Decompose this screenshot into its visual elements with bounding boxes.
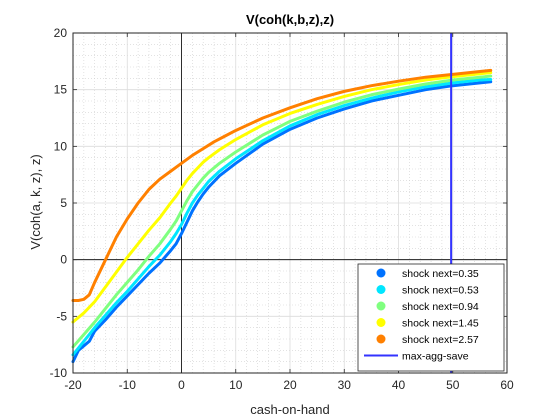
legend-marker-5	[376, 334, 386, 344]
x-tick-label: 30	[338, 378, 352, 392]
legend-label-3: shock next=0.94	[402, 301, 479, 313]
legend-box	[357, 263, 505, 372]
series-line-3	[71, 74, 493, 349]
x-tick-label: 40	[392, 378, 406, 392]
legend-label-max-agg-save: max-agg-save	[402, 351, 469, 363]
legend-label-2: shock next=0.53	[402, 285, 479, 297]
chart-title: V(coh(k,b,z),z)	[246, 12, 334, 27]
series-line-1	[71, 80, 493, 364]
legend-marker-4	[376, 318, 386, 327]
legend: shock next=0.35 shock next=0.53 shock next…	[357, 263, 505, 372]
x-axis-title: cash-on-hand	[250, 402, 330, 417]
legend-marker-2	[376, 285, 386, 294]
y-tick-label: 0	[60, 253, 67, 267]
series-line-4	[71, 71, 493, 324]
x-tick-label: 60	[500, 378, 514, 392]
series-layer	[71, 68, 493, 364]
x-tick-label: -10	[119, 378, 137, 392]
y-tick-label: -5	[56, 309, 67, 323]
series-line-2	[71, 77, 493, 357]
legend-label-1: shock next=0.35	[402, 268, 479, 280]
x-tick-label: 0	[178, 378, 185, 392]
x-tick-label: 50	[446, 378, 460, 392]
x-tick-label: -20	[64, 378, 82, 392]
y-tick-label: 5	[60, 196, 67, 210]
legend-label-5: shock next=2.57	[402, 334, 479, 346]
y-axis-title: V(coh(a, k, z), z)	[28, 154, 43, 249]
y-tick-label: 15	[54, 83, 68, 97]
x-tick-label: 10	[229, 378, 243, 392]
legend-label-4: shock next=1.45	[402, 318, 479, 330]
x-tick-label: 20	[283, 378, 297, 392]
y-tick-label: 20	[54, 26, 68, 40]
series-line-5	[71, 68, 493, 302]
legend-marker-3	[376, 301, 386, 311]
y-tick-label: -10	[50, 366, 68, 380]
y-tick-label: 10	[54, 139, 68, 153]
legend-marker-1	[376, 268, 386, 278]
